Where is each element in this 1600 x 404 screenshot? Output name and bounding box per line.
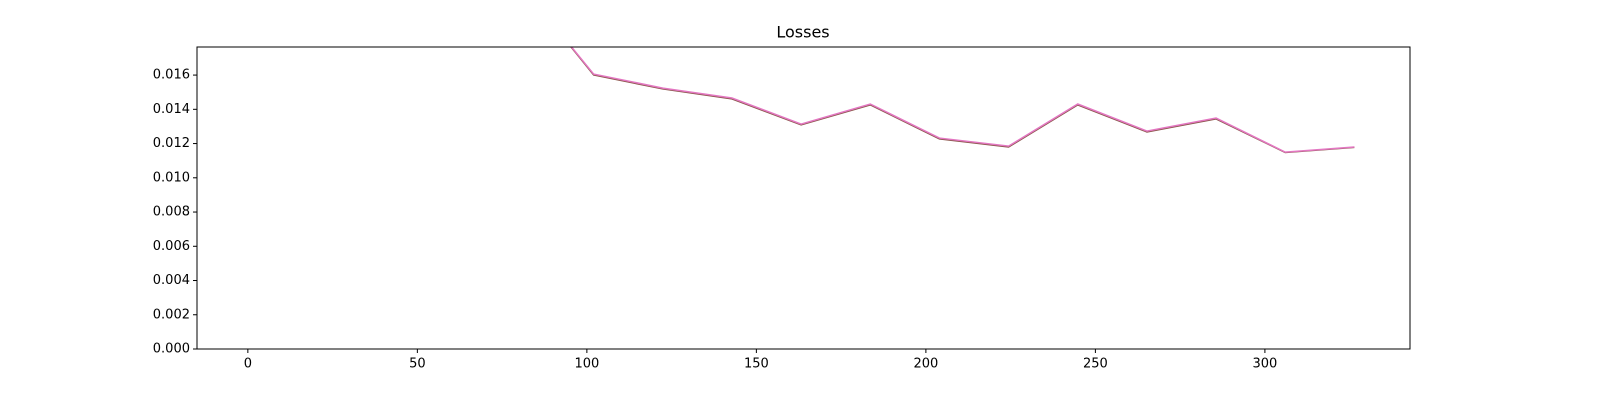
y-tick-label: 0.012: [153, 136, 190, 151]
series-line: [570, 47, 1355, 153]
x-tick-label: 300: [1252, 357, 1277, 372]
y-tick-label: 0.004: [153, 273, 190, 288]
plot-frame: [196, 46, 1411, 350]
chart-title: Losses: [776, 23, 829, 42]
y-tick-label: 0.000: [153, 342, 190, 357]
y-tick-label: 0.014: [153, 102, 190, 117]
x-tick-label: 0: [244, 357, 252, 372]
y-tick-label: 0.010: [153, 170, 190, 185]
x-tick-label: 200: [913, 357, 938, 372]
x-tick-label: 250: [1083, 357, 1108, 372]
plot-lines: [570, 47, 1355, 154]
x-tick-label: 50: [409, 357, 426, 372]
y-tick-label: 0.006: [153, 239, 190, 254]
y-tick-label: 0.016: [153, 68, 190, 83]
y-tick-label: 0.002: [153, 307, 190, 322]
x-tick-label: 150: [744, 357, 769, 372]
y-tick-label: 0.008: [153, 205, 190, 220]
series-line: [570, 47, 1355, 154]
x-tick-label: 100: [574, 357, 599, 372]
